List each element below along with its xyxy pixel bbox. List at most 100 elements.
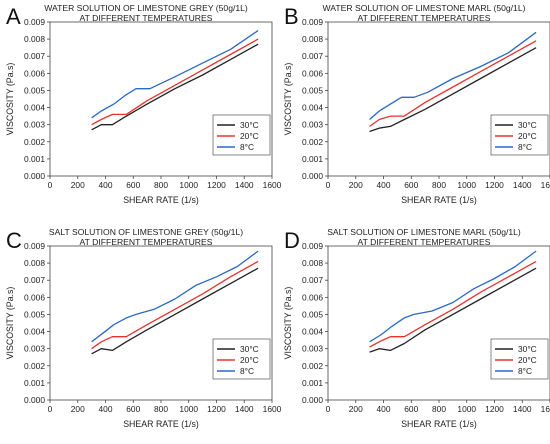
y-tick-label: 0.004 <box>302 327 323 337</box>
legend-entry: 20°C <box>240 131 259 141</box>
y-tick-label: 0.005 <box>302 85 323 95</box>
legend-entry: 30°C <box>518 120 537 130</box>
x-tick-label: 600 <box>404 404 418 414</box>
x-tick-label: 1400 <box>235 404 254 414</box>
y-tick-label: 0.009 <box>302 17 323 27</box>
y-axis-label: VISCOSITY (Pa.s) <box>5 287 15 360</box>
y-tick-label: 0.008 <box>24 34 45 44</box>
x-tick-label: 1600 <box>541 404 550 414</box>
y-tick-label: 0.006 <box>24 68 45 78</box>
series-line-8c <box>369 250 537 343</box>
y-tick-label: 0.008 <box>302 258 323 268</box>
legend-entry: 30°C <box>240 344 259 354</box>
legend-entry: 20°C <box>518 131 537 141</box>
x-tick-label: 1400 <box>513 404 532 414</box>
legend <box>212 114 271 156</box>
y-tick-label: 0.000 <box>24 171 45 181</box>
series-line-30c <box>369 267 537 353</box>
y-tick-label: 0.002 <box>302 361 323 371</box>
y-axis-label: VISCOSITY (Pa.s) <box>5 63 15 136</box>
y-tick-label: 0.005 <box>24 309 45 319</box>
chart-title: SALT SOLUTION OF LIMESTONE GREY (50g/1L) <box>49 227 243 237</box>
x-tick-label: 200 <box>349 180 363 190</box>
x-tick-label: 200 <box>71 404 85 414</box>
y-tick-label: 0.003 <box>24 344 45 354</box>
legend <box>490 338 549 380</box>
y-tick-label: 0.002 <box>24 137 45 147</box>
legend-entry: 8°C <box>518 142 532 152</box>
y-tick-label: 0.000 <box>24 395 45 405</box>
series-line-20c <box>369 40 537 127</box>
x-tick-label: 0 <box>326 404 331 414</box>
y-tick-label: 0.004 <box>24 103 45 113</box>
y-axis-label: VISCOSITY (Pa.s) <box>283 287 293 360</box>
x-axis-label: SHEAR RATE (1/s) <box>123 419 199 429</box>
y-tick-label: 0.003 <box>302 344 323 354</box>
y-tick-label: 0.001 <box>302 154 323 164</box>
x-tick-label: 600 <box>404 180 418 190</box>
x-tick-label: 200 <box>71 180 85 190</box>
legend-entry: 8°C <box>240 142 254 152</box>
y-tick-label: 0.004 <box>302 103 323 113</box>
series-line-30c <box>369 47 537 133</box>
panel-letter: C <box>6 228 22 253</box>
y-tick-label: 0.005 <box>302 309 323 319</box>
y-tick-label: 0.000 <box>302 171 323 181</box>
legend-entry: 8°C <box>518 366 532 376</box>
y-tick-label: 0.006 <box>24 292 45 302</box>
y-tick-label: 0.001 <box>24 154 45 164</box>
series-line-30c <box>91 43 259 131</box>
y-tick-label: 0.009 <box>24 17 45 27</box>
chart-title: WATER SOLUTION OF LIMESTONE GREY (50g/1L… <box>44 3 248 13</box>
legend-entry: 20°C <box>240 355 259 365</box>
x-tick-label: 1600 <box>263 404 282 414</box>
x-tick-label: 1200 <box>485 180 504 190</box>
series-line-20c <box>91 260 259 350</box>
series-line-8c <box>369 31 537 120</box>
y-tick-label: 0.002 <box>302 137 323 147</box>
panel-letter: B <box>284 4 299 29</box>
legend <box>490 114 549 156</box>
series-line-8c <box>91 30 259 119</box>
y-tick-label: 0.002 <box>24 361 45 371</box>
x-axis-label: SHEAR RATE (1/s) <box>401 195 477 205</box>
x-tick-label: 400 <box>377 180 391 190</box>
x-tick-label: 800 <box>154 404 168 414</box>
legend-entry: 30°C <box>240 120 259 130</box>
y-tick-label: 0.006 <box>302 292 323 302</box>
chart-subtitle: AT DIFFERENT TEMPERATURES <box>80 13 213 23</box>
x-tick-label: 1000 <box>179 180 198 190</box>
y-tick-label: 0.008 <box>24 258 45 268</box>
x-tick-label: 400 <box>99 180 113 190</box>
panel-letter: A <box>6 4 21 29</box>
chart-subtitle: AT DIFFERENT TEMPERATURES <box>80 237 213 247</box>
x-tick-label: 600 <box>126 404 140 414</box>
series-line-20c <box>369 260 537 348</box>
x-tick-label: 0 <box>48 404 53 414</box>
y-tick-label: 0.001 <box>302 378 323 388</box>
x-tick-label: 400 <box>99 404 113 414</box>
y-tick-label: 0.006 <box>302 68 323 78</box>
x-tick-label: 800 <box>432 404 446 414</box>
x-tick-label: 1600 <box>263 180 282 190</box>
x-tick-label: 1200 <box>485 404 504 414</box>
panel-a: A WATER SOLUTION OF LIMESTONE GREY (50g/1… <box>5 3 282 205</box>
y-tick-label: 0.001 <box>24 378 45 388</box>
x-tick-label: 1000 <box>457 404 476 414</box>
chart-title: SALT SOLUTION OF LIMESTONE MARL (50g/1L) <box>327 227 521 237</box>
legend <box>212 338 271 380</box>
x-axis-label: SHEAR RATE (1/s) <box>123 195 199 205</box>
x-tick-label: 1600 <box>541 180 550 190</box>
x-tick-label: 800 <box>432 180 446 190</box>
x-tick-label: 200 <box>349 404 363 414</box>
y-axis-label: VISCOSITY (Pa.s) <box>283 63 293 136</box>
x-tick-label: 1400 <box>235 180 254 190</box>
y-tick-label: 0.005 <box>24 85 45 95</box>
y-tick-label: 0.000 <box>302 395 323 405</box>
series-line-20c <box>91 38 259 126</box>
x-tick-label: 1200 <box>207 180 226 190</box>
panel-d: D SALT SOLUTION OF LIMESTONE MARL (50g/1L… <box>283 227 550 429</box>
x-tick-label: 1200 <box>207 404 226 414</box>
y-tick-label: 0.003 <box>24 120 45 130</box>
